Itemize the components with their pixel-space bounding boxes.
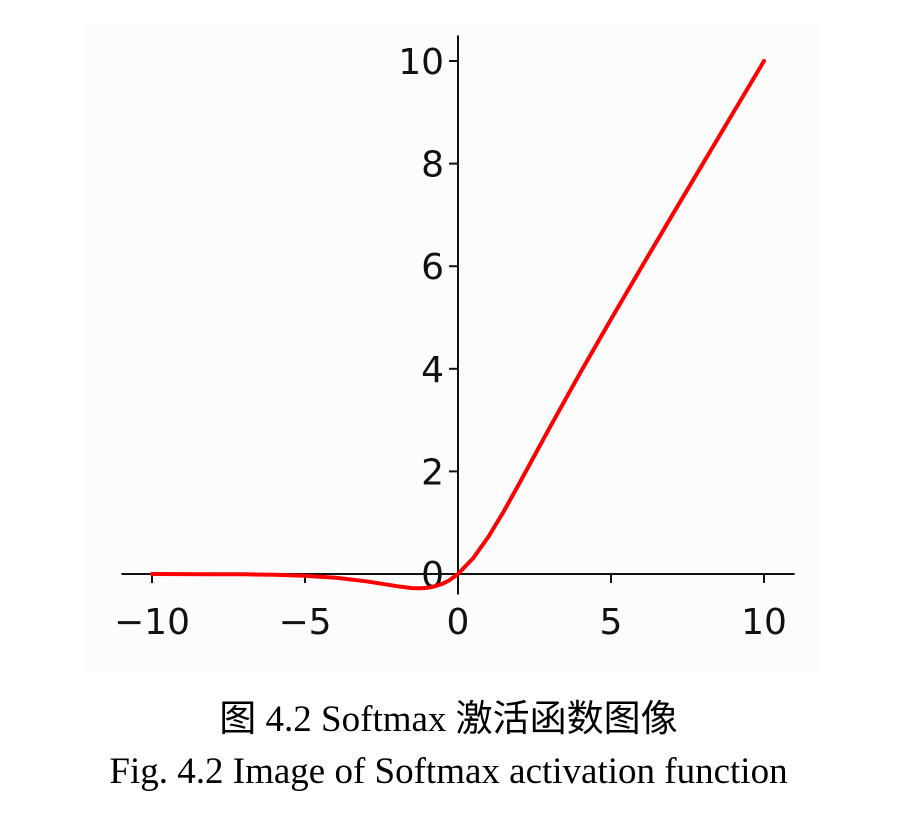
x-tick-label: 0: [447, 602, 470, 643]
figure-caption-english: Fig. 4.2 Image of Softmax activation fun…: [109, 751, 788, 792]
x-tick-label: −5: [278, 602, 331, 643]
y-tick-label: 2: [421, 452, 444, 493]
y-tick-label: 8: [421, 145, 444, 186]
x-tick-label: −10: [114, 602, 190, 643]
y-tick-label: 10: [398, 42, 444, 83]
y-tick-label: 6: [421, 247, 444, 288]
x-tick-label: 5: [600, 602, 623, 643]
plot-panel: −10 −5 0 5 10 0 2 4 6 8 10: [82, 24, 822, 672]
softmax-chart: −10 −5 0 5 10 0 2 4 6 8 10: [114, 35, 795, 643]
y-tick-label: 4: [421, 350, 444, 391]
x-ticks: −10 −5 0 5 10: [114, 574, 787, 643]
axes: [121, 35, 795, 595]
series-layer: [150, 59, 766, 591]
series-line: [150, 59, 766, 591]
x-tick-label: 10: [741, 602, 787, 643]
figure-caption-chinese: 图 4.2 Softmax 激活函数图像: [219, 699, 678, 740]
